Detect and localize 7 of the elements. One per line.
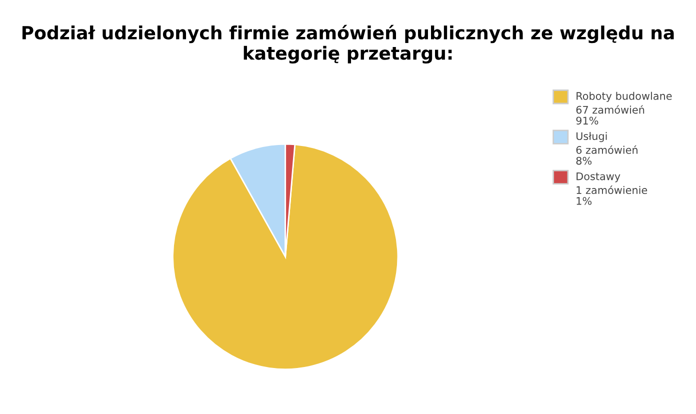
chart-title: Podział udzielonych firmie zamówień publicznych ze względu na kategorię przetargu:: [22, 24, 674, 64]
legend-label: Roboty budowlane: [576, 92, 672, 102]
legend-label: Usługi: [576, 132, 607, 142]
legend-label: Dostawy: [576, 172, 620, 182]
data-label: 6 zamówień 8%: [576, 145, 638, 165]
data-label: 67 zamówień 91%: [576, 105, 644, 125]
data-label: 1 zamówienie 1%: [576, 186, 648, 205]
